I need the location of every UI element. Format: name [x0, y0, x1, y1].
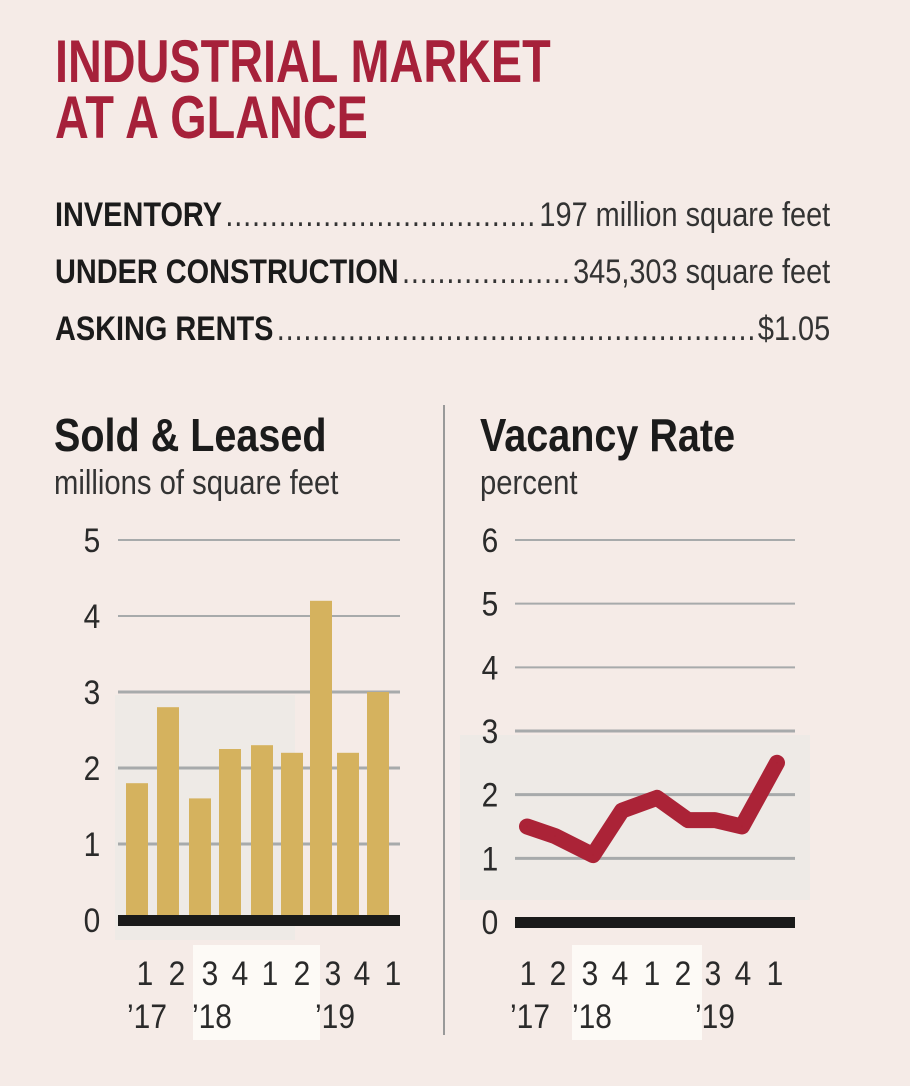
- bar: [337, 752, 359, 920]
- x-tick-label: 1: [262, 954, 279, 992]
- bar: [189, 798, 211, 920]
- year-label: ’19: [315, 997, 355, 1035]
- y-tick-label: 3: [84, 673, 101, 711]
- bar: [281, 752, 303, 920]
- data-point: [656, 796, 658, 799]
- stat-label: ASKING RENTS: [55, 310, 274, 348]
- x-tick-label: 3: [325, 954, 342, 992]
- page-title: INDUSTRIAL MARKET AT A GLANCE: [55, 28, 551, 151]
- y-tick-label: 0: [84, 901, 101, 939]
- x-tick-label: 3: [202, 954, 219, 992]
- year-label: ’17: [127, 997, 167, 1035]
- line-chart-subtitle: percent: [480, 464, 578, 502]
- bar: [251, 745, 273, 920]
- y-tick-label: 5: [482, 585, 499, 623]
- y-tick-label: 4: [482, 649, 499, 687]
- chart-shade: [460, 735, 810, 900]
- x-tick-label: 4: [612, 954, 629, 992]
- x-tick-label: 1: [137, 954, 154, 992]
- title-line-2: AT A GLANCE: [55, 84, 368, 151]
- data-point: [776, 761, 778, 764]
- y-tick-label: 0: [482, 903, 499, 941]
- x-tick-label: 1: [644, 954, 661, 992]
- stat-value: 345,303 square feet: [573, 253, 831, 291]
- y-tick-label: 4: [84, 597, 101, 635]
- data-point: [714, 819, 716, 822]
- bar-chart-title: Sold & Leased: [54, 409, 327, 461]
- stat-label: UNDER CONSTRUCTION: [55, 253, 399, 291]
- chart-divider: [443, 405, 445, 1035]
- y-tick-label: 6: [482, 521, 499, 559]
- x-tick-label: 1: [520, 954, 537, 992]
- stat-row-under-construction: UNDER CONSTRUCTION 345,303 square feet: [55, 253, 830, 292]
- y-tick-label: 3: [482, 712, 499, 750]
- x-tick-label: 1: [767, 954, 784, 992]
- stat-row-asking-rents: ASKING RENTS $1.05: [55, 310, 830, 349]
- title-line-1: INDUSTRIAL MARKET: [55, 28, 551, 95]
- x-tick-label: 3: [705, 954, 722, 992]
- x-tick-label: 4: [232, 954, 249, 992]
- year-label: ’17: [510, 997, 550, 1035]
- x-tick-label: 4: [735, 954, 752, 992]
- stat-value: 197 million square feet: [539, 196, 831, 234]
- x-tick-label: 2: [675, 954, 692, 992]
- x-axis-baseline: [515, 917, 795, 928]
- year-highlight: [572, 945, 702, 1040]
- data-point: [621, 809, 623, 812]
- bar: [157, 707, 179, 920]
- data-point: [526, 825, 528, 828]
- x-tick-label: 2: [294, 954, 311, 992]
- y-tick-label: 5: [84, 521, 101, 559]
- stat-row-inventory: INVENTORY 197 million square feet: [55, 196, 830, 235]
- x-tick-label: 2: [169, 954, 186, 992]
- y-tick-label: 1: [482, 840, 499, 878]
- bar-chart-subtitle: millions of square feet: [54, 464, 339, 502]
- y-tick-label: 2: [84, 749, 101, 787]
- x-tick-label: 4: [354, 954, 371, 992]
- y-tick-label: 2: [482, 776, 499, 814]
- year-label: ’18: [192, 997, 232, 1035]
- year-label: ’18: [572, 997, 612, 1035]
- bar: [367, 692, 389, 920]
- x-axis-baseline: [118, 915, 400, 926]
- data-point: [592, 854, 594, 857]
- data-point: [687, 819, 689, 822]
- y-tick-label: 1: [84, 825, 101, 863]
- x-tick-label: 3: [582, 954, 599, 992]
- bar: [310, 600, 332, 920]
- bar: [219, 749, 241, 920]
- x-tick-label: 1: [385, 954, 402, 992]
- year-label: ’19: [695, 997, 735, 1035]
- year-highlight: [193, 945, 320, 1040]
- line-chart-title: Vacancy Rate: [480, 409, 736, 461]
- data-point: [741, 825, 743, 828]
- data-point: [554, 835, 556, 838]
- stat-label: INVENTORY: [55, 196, 223, 234]
- stat-value: $1.05: [757, 310, 831, 348]
- bar: [126, 783, 148, 920]
- x-tick-label: 2: [550, 954, 567, 992]
